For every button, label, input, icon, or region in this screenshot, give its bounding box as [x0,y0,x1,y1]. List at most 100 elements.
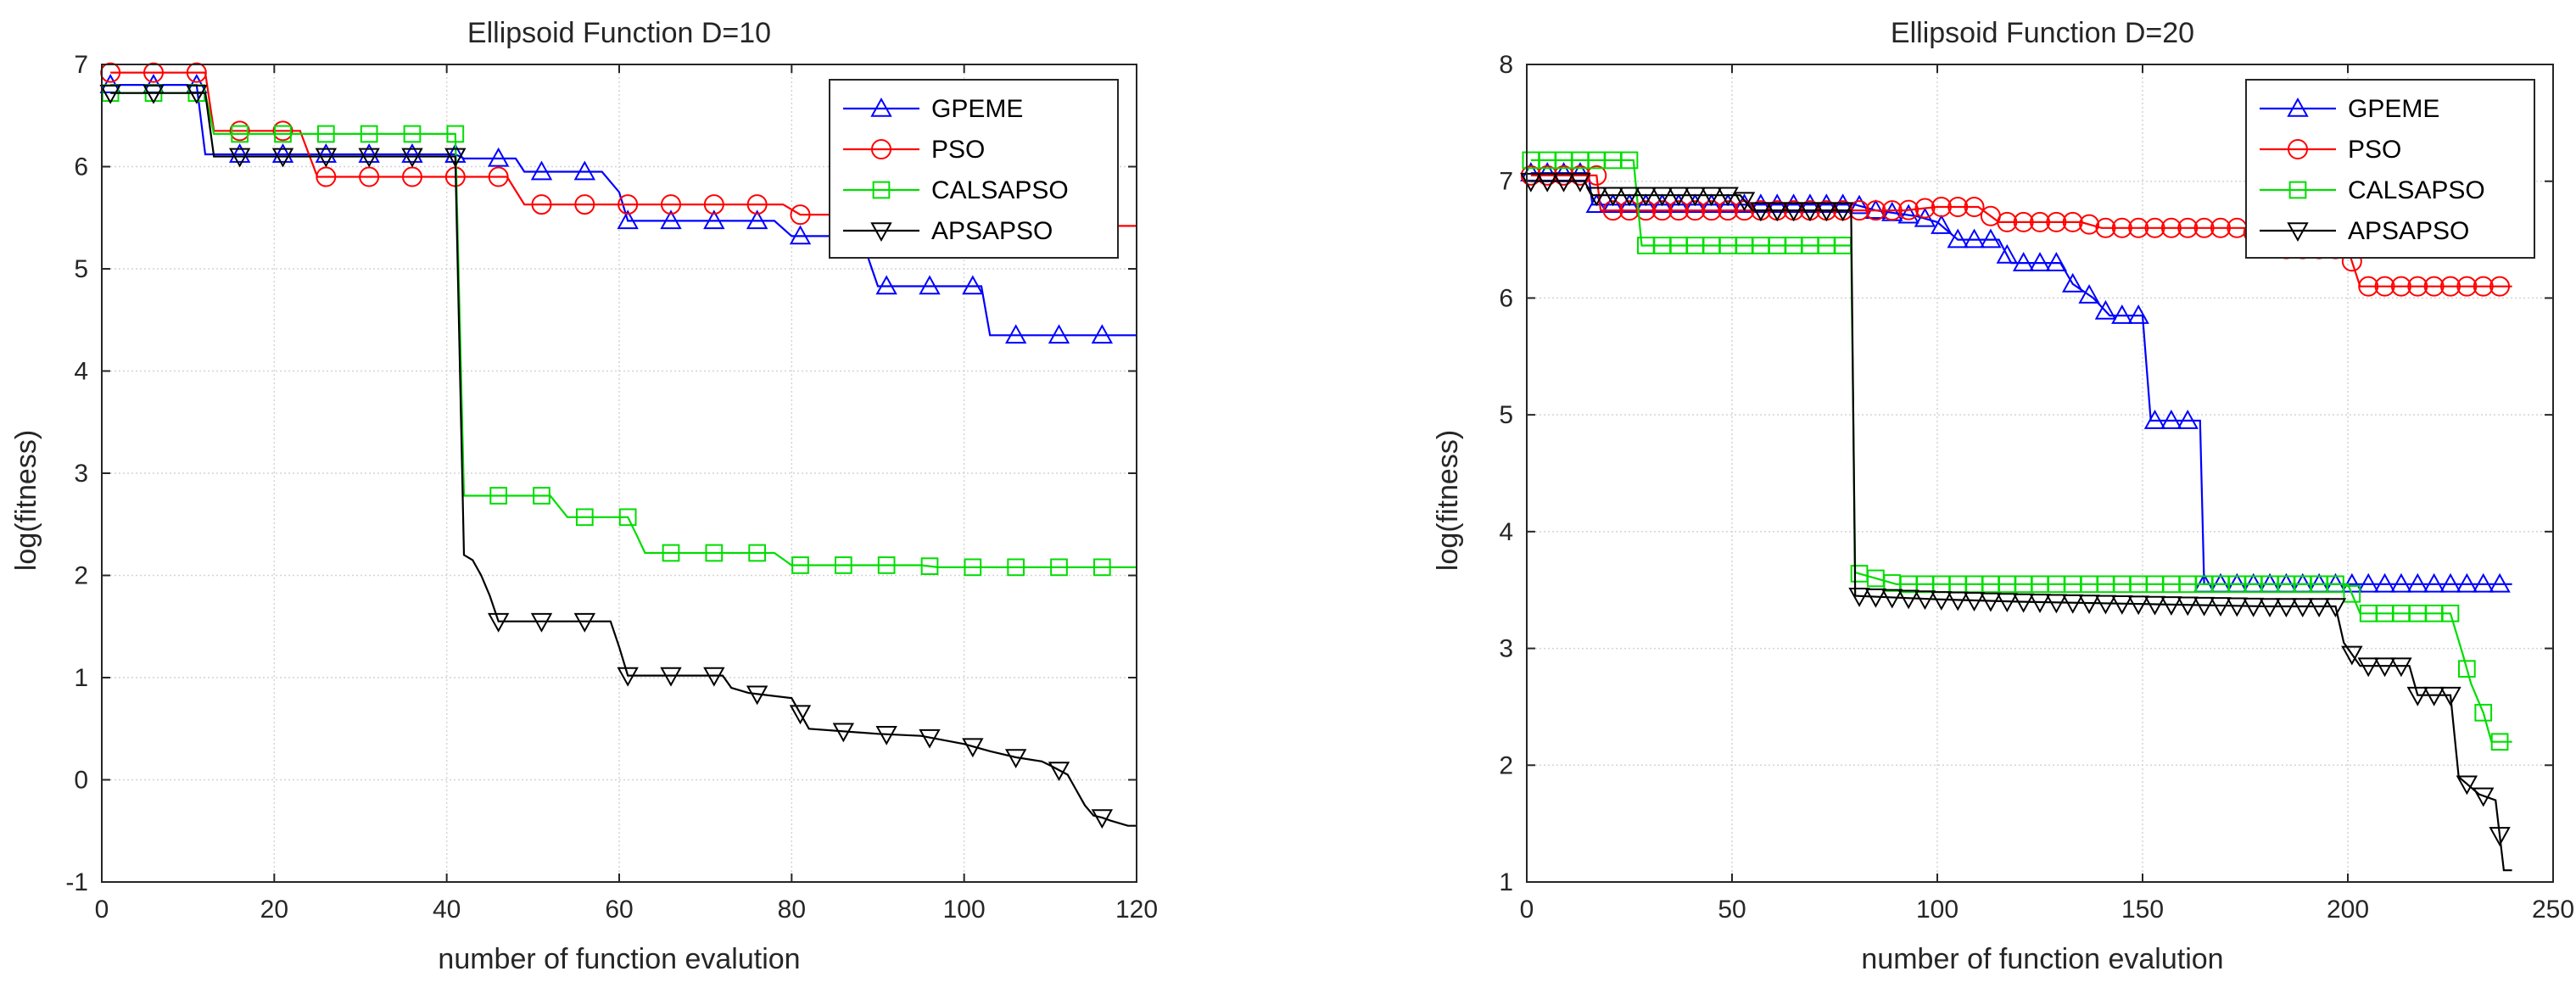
x-tick-label: 50 [1718,896,1746,924]
series-apsapso [1520,172,2512,872]
series-point [1963,592,1986,612]
y-tick-label: 4 [1499,518,1513,546]
series-point [1585,187,1607,207]
legend-item-calsapso: CALSAPSO [843,176,1069,204]
series-point [746,194,768,215]
legend-marker [870,222,892,243]
x-tick-label: 100 [943,896,986,924]
series-point [834,556,852,574]
series-line [1530,159,2512,743]
series-point [1684,187,1707,207]
series-point [1997,211,2018,232]
series-point [2062,211,2083,232]
series-point [1091,809,1114,829]
series-point [1050,558,1068,577]
y-tick-label: 6 [1499,284,1513,312]
series-point [1585,193,1607,214]
series-point [617,209,639,230]
series-point [2489,276,2511,297]
series-point [2143,595,2166,616]
series-point [1733,192,1756,212]
series-point [791,556,809,574]
y-tick-label: 4 [74,358,88,386]
series-point [487,147,510,167]
series-point [315,148,338,168]
y-axis-label: log(fitness) [1432,430,1464,571]
series-point [1931,197,1952,218]
legend-item-pso: PSO [843,136,985,164]
y-tick-label: 2 [74,562,88,590]
series-point [1651,200,1673,221]
series-point [2473,787,2495,807]
series-point [1881,589,1903,609]
series-point [2078,284,2100,304]
series-point [2210,597,2232,617]
series-point [920,557,939,576]
series-point [2177,217,2199,238]
series-point [2292,598,2314,618]
y-tick-label: 3 [74,460,88,488]
x-tick-label: 0 [1520,896,1534,924]
series-point [746,685,768,706]
series-point [1980,228,2002,248]
x-tick-label: 40 [433,896,461,924]
series-point [2441,604,2460,622]
legend-marker [2288,139,2308,159]
series-point [2143,409,2166,429]
series-point [1635,200,1657,221]
series-point [2193,217,2215,238]
series-point [2094,299,2117,320]
series-point [2078,594,2100,615]
series-point [1947,197,1969,218]
series-point [1684,193,1707,214]
series-point [142,84,165,104]
series-point [2111,217,2132,238]
series-point [2144,217,2165,238]
series-point [2327,575,2344,594]
series-point [617,667,639,687]
series-point [1602,200,1623,221]
series-point [1601,193,1624,214]
series-point [2422,686,2445,706]
series-point [274,125,292,143]
series-point [186,62,207,83]
series-point [1799,202,1821,222]
series-point [315,142,338,163]
series-point [1897,589,1919,610]
chart-d10: Ellipsoid Function D=10 number of functi… [10,17,1158,975]
series-point [1552,172,1575,193]
x-tick-label: 120 [1115,896,1158,924]
series-point [360,125,378,143]
chart-title: Ellipsoid Function D=20 [1891,17,2194,49]
series-point [401,142,423,163]
series-point [1651,193,1674,214]
y-axis-label: log(fitness) [10,430,42,571]
series-point [1007,558,1025,577]
series-point [229,120,250,142]
series-point [1881,200,1903,221]
series-point [1634,187,1657,207]
series-point [403,125,422,143]
series-calsapso [1522,151,2512,751]
series-point [1980,592,2002,612]
series-point [316,166,337,187]
series-point [703,667,725,687]
series-point [2045,594,2068,614]
series-point [2473,572,2495,593]
y-tick-label: 8 [1499,51,1513,79]
series-point [2357,657,2379,678]
series-point [444,148,467,168]
series-point [2439,686,2461,706]
series-point [2358,276,2379,297]
series-point [2242,597,2265,617]
series-point [1620,151,1639,170]
series-point [489,487,508,505]
series-point [2095,217,2116,238]
series-point [1651,187,1674,207]
legend-marker [2288,181,2307,199]
series-point [1864,588,1887,608]
series-line [110,84,1137,337]
series-point [1004,324,1027,344]
legend-item-gpeme: GPEME [2260,95,2439,123]
series-point [2193,596,2216,617]
